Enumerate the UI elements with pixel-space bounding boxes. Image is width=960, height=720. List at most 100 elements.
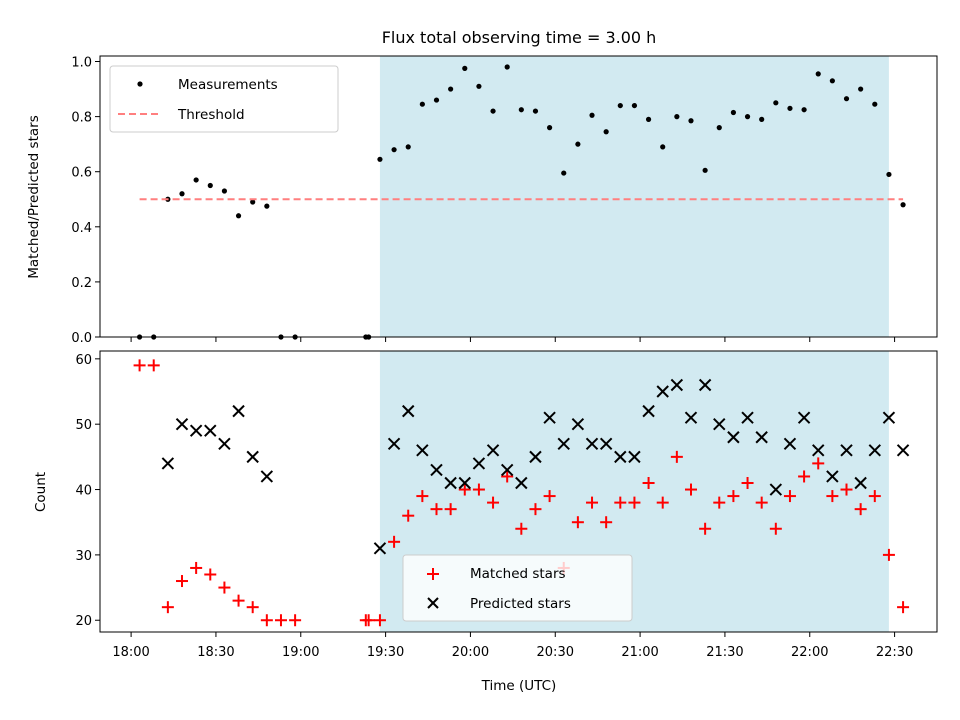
predicted-star-point xyxy=(500,463,514,477)
y-tick-label: 0.0 xyxy=(71,331,92,346)
measurement-point xyxy=(716,125,722,131)
x-tick-label: 18:30 xyxy=(197,645,234,660)
matched-star-point xyxy=(868,490,881,503)
measurement-point xyxy=(433,97,440,103)
predicted-star-point xyxy=(882,411,896,424)
y-tick-label: 30 xyxy=(75,549,92,564)
measurement-point xyxy=(575,141,581,147)
matched-star-point xyxy=(388,535,401,548)
measurement-point xyxy=(886,171,892,178)
measurement-point xyxy=(773,100,779,106)
x-axis-label: Time (UTC) xyxy=(481,678,557,694)
matched-star-point xyxy=(854,503,867,516)
measurement-point xyxy=(645,116,652,122)
predicted-star-point xyxy=(246,450,259,464)
legend-predicted-label: Predicted stars xyxy=(470,596,571,612)
measurement-point xyxy=(391,147,397,153)
matched-star-point xyxy=(812,457,825,470)
measurement-point xyxy=(264,203,270,209)
matched-star-point xyxy=(289,614,302,627)
matched-star-point xyxy=(529,503,542,516)
x-tick-label: 19:00 xyxy=(282,645,319,660)
predicted-star-point xyxy=(189,424,203,437)
predicted-star-point xyxy=(741,411,754,424)
matched-star-point xyxy=(501,470,514,483)
y-tick-label: 1.0 xyxy=(71,56,92,71)
matched-star-point xyxy=(769,522,782,535)
matched-star-point xyxy=(543,490,556,503)
count-legend: Matched stars Predicted stars xyxy=(402,554,633,622)
matched-star-point xyxy=(430,503,443,516)
measurement-point xyxy=(674,114,680,120)
ratio-y-axis-label: Matched/Predicted stars xyxy=(26,115,42,278)
legend-matched-marker xyxy=(427,568,439,580)
predicted-star-point xyxy=(614,450,627,464)
x-tick-label: 21:00 xyxy=(621,645,658,660)
matched-star-point xyxy=(416,490,429,503)
predicted-star-point xyxy=(713,417,726,431)
predicted-star-point xyxy=(543,411,556,424)
predicted-star-point xyxy=(430,463,443,477)
predicted-star-point xyxy=(868,444,881,457)
predicted-star-point xyxy=(854,476,867,490)
predicted-star-point xyxy=(529,450,542,464)
measurement-point xyxy=(405,144,411,150)
measurement-point xyxy=(377,156,383,162)
matched-star-point xyxy=(515,522,528,535)
legend-matched-label: Matched stars xyxy=(470,566,566,582)
highlight-span xyxy=(379,56,889,337)
measurement-point xyxy=(532,108,539,114)
matched-star-point xyxy=(472,483,485,496)
measurement-point xyxy=(787,105,793,111)
matched-star-point xyxy=(444,503,457,516)
predicted-star-point xyxy=(896,444,910,457)
measurement-point xyxy=(490,108,496,114)
matched-star-point xyxy=(586,496,599,509)
matched-star-point xyxy=(684,483,697,496)
predicted-star-point xyxy=(727,431,740,444)
measurement-point xyxy=(858,86,864,92)
measurement-point xyxy=(419,101,425,107)
measurement-point xyxy=(589,112,595,118)
measurement-point xyxy=(702,167,708,173)
predicted-star-point xyxy=(161,457,175,470)
matched-star-point xyxy=(362,614,375,627)
matched-star-point xyxy=(699,522,712,535)
measurement-point xyxy=(207,182,213,189)
predicted-star-point xyxy=(797,411,811,424)
predicted-star-point xyxy=(218,437,231,451)
predicted-star-point xyxy=(670,378,684,392)
measurement-point xyxy=(617,102,623,109)
matched-star-point xyxy=(642,477,655,490)
matched-star-point xyxy=(882,548,895,561)
y-tick-label: 50 xyxy=(75,418,92,433)
matched-star-point xyxy=(204,568,217,581)
measurement-point xyxy=(561,170,567,176)
x-tick-label: 20:30 xyxy=(537,645,574,660)
measurement-point xyxy=(250,199,256,205)
measurement-point xyxy=(829,78,835,84)
predicted-star-point xyxy=(628,450,641,464)
measurement-point xyxy=(872,101,878,107)
predicted-star-point xyxy=(373,542,387,555)
measurement-point xyxy=(744,114,751,120)
measurement-point xyxy=(193,177,199,183)
matched-star-point xyxy=(656,496,669,509)
predicted-star-point xyxy=(755,431,768,444)
y-tick-label: 0.4 xyxy=(71,221,92,236)
matched-star-point xyxy=(897,601,910,614)
measurement-point xyxy=(547,125,553,131)
matched-star-point xyxy=(798,470,811,483)
measurement-point xyxy=(759,116,765,122)
y-tick-label: 40 xyxy=(75,484,92,499)
matched-star-point xyxy=(783,490,796,503)
y-tick-label: 20 xyxy=(75,614,92,629)
matched-star-point xyxy=(246,601,259,614)
measurement-point xyxy=(518,107,524,113)
predicted-star-point xyxy=(642,404,655,418)
matched-star-point xyxy=(133,359,146,372)
matched-star-point xyxy=(826,490,839,503)
predicted-star-point xyxy=(204,424,217,437)
ratio-panel: 0.0 0.2 0.4 0.6 0.8 1.0 xyxy=(71,55,938,346)
x-tick-label: 20:00 xyxy=(452,645,489,660)
